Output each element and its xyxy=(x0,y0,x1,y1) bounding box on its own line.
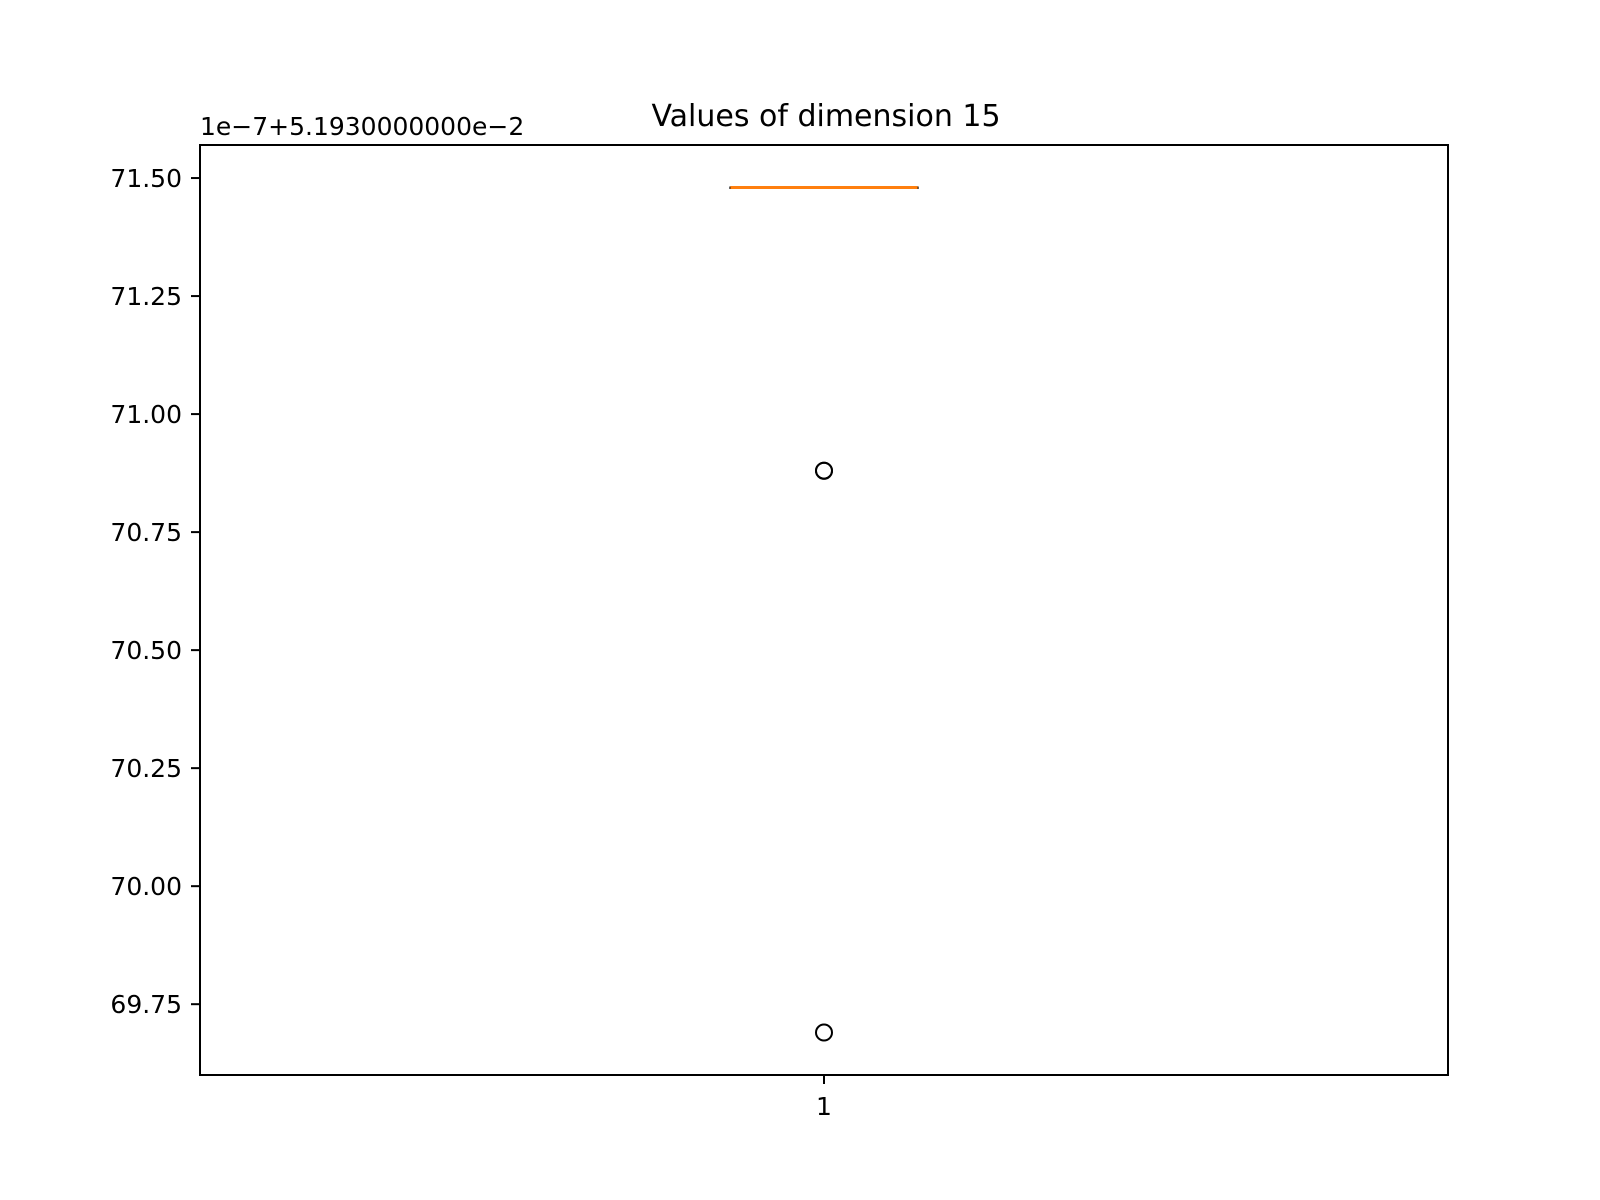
y-tick-label: 70.75 xyxy=(110,518,182,547)
outlier-point xyxy=(815,1023,833,1042)
y-tick-label: 70.00 xyxy=(110,872,182,901)
y-tick-label: 71.00 xyxy=(110,400,182,429)
y-tick-label: 71.50 xyxy=(110,164,182,193)
y-tick-label: 69.75 xyxy=(110,990,182,1019)
y-axis: 69.75 70.00 70.25 70.50 70.75 71.00 71.25 71.50 xyxy=(110,164,200,1019)
outlier-point xyxy=(815,461,833,480)
plot-area-frame xyxy=(199,144,1449,1076)
x-axis: 1 xyxy=(816,1075,832,1121)
x-tick-label: 1 xyxy=(816,1092,832,1121)
y-tick-label: 71.25 xyxy=(110,282,182,311)
y-axis-offset-label: 1e−7+5.1930000000e−2 xyxy=(200,112,524,141)
chart-title: Values of dimension 15 xyxy=(651,99,1000,134)
y-tick-label: 70.50 xyxy=(110,636,182,665)
y-tick-label: 70.25 xyxy=(110,754,182,783)
boxes-group xyxy=(729,185,919,1042)
